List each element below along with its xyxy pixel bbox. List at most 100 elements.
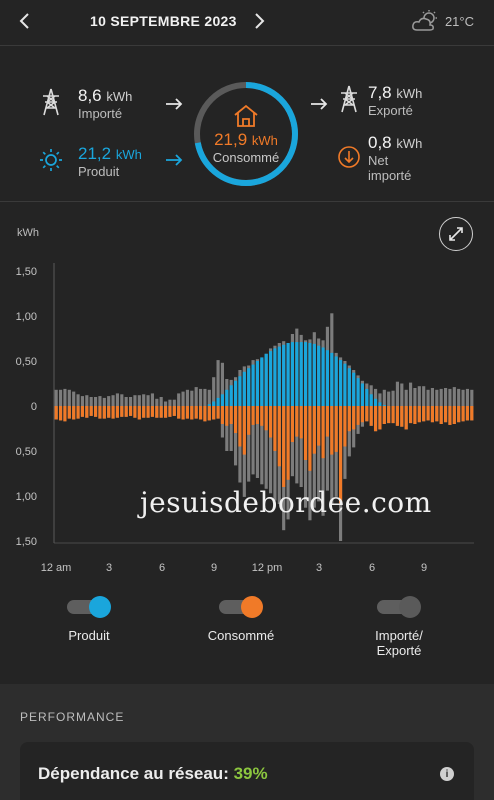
arrow-right-blue-icon bbox=[166, 154, 183, 166]
toggle-consomme[interactable]: Consommé bbox=[181, 596, 301, 643]
bar-grid-up bbox=[395, 381, 400, 406]
toggle-switch[interactable] bbox=[67, 596, 111, 618]
toggle-produit[interactable]: Produit bbox=[29, 596, 149, 643]
bar-grid-up bbox=[430, 388, 435, 406]
bar-consumed bbox=[317, 406, 321, 446]
toggle-label: Produit bbox=[68, 628, 110, 643]
bar-produced bbox=[247, 368, 251, 406]
bar-grid-up bbox=[443, 388, 448, 406]
bar-consumed bbox=[308, 406, 312, 471]
bar-consumed bbox=[286, 406, 290, 480]
date-label: 10 SEPTEMBRE 2023 bbox=[90, 13, 237, 29]
bar-grid-up bbox=[387, 391, 391, 406]
bar-grid-up bbox=[155, 398, 159, 406]
bar-grid-up bbox=[54, 389, 58, 406]
toggle-switch[interactable] bbox=[377, 596, 421, 618]
x-tick-label: 3 bbox=[106, 562, 112, 574]
bar-consumed bbox=[128, 406, 133, 416]
consumed-label: Consommé bbox=[212, 149, 280, 165]
bar-produced bbox=[207, 404, 211, 406]
bar-grid-down bbox=[233, 406, 238, 466]
bar-produced bbox=[260, 357, 264, 406]
net-imported-label-line2: importé bbox=[368, 168, 412, 183]
bar-grid-up bbox=[89, 397, 93, 406]
exported-stat[interactable]: 7,8 kWh Exporté bbox=[334, 84, 422, 118]
bar-consumed bbox=[268, 406, 273, 438]
bar-grid-up bbox=[163, 401, 168, 406]
bar-consumed bbox=[251, 406, 255, 425]
imported-unit: kWh bbox=[106, 89, 133, 104]
next-day-button[interactable] bbox=[246, 8, 272, 34]
temperature: 21°C bbox=[444, 13, 474, 29]
net-imported-label-line1: Net bbox=[368, 153, 389, 168]
bar-grid-up bbox=[422, 386, 426, 406]
bar-consumed bbox=[387, 406, 391, 424]
bar-grid-up bbox=[417, 386, 421, 406]
consumed-stat[interactable]: 21,9 kWh Consommé bbox=[192, 80, 300, 188]
bar-grid-up bbox=[98, 396, 102, 406]
bar-consumed bbox=[172, 406, 176, 416]
bar-grid-up bbox=[203, 388, 207, 406]
toggle-importe-exporte[interactable]: Importé/ Exporté bbox=[339, 596, 459, 658]
bar-grid-up bbox=[382, 389, 386, 406]
grid-dependence-card[interactable]: Dépendance au réseau: 39% i bbox=[20, 742, 474, 800]
bar-consumed bbox=[163, 406, 168, 418]
bar-consumed bbox=[203, 406, 207, 422]
bar-grid-up bbox=[172, 399, 176, 406]
bar-consumed bbox=[185, 406, 190, 419]
ring-progress-arc bbox=[194, 82, 298, 186]
bar-consumed bbox=[277, 406, 281, 467]
bar-grid-up bbox=[185, 389, 190, 406]
bar-grid-up bbox=[124, 397, 128, 406]
bar-grid-up bbox=[137, 395, 141, 406]
expand-chart-button[interactable] bbox=[439, 217, 473, 251]
produced-stat[interactable]: 21,2 kWh Produit bbox=[36, 145, 142, 179]
bar-consumed bbox=[216, 406, 220, 419]
exported-value: 7,8 bbox=[368, 83, 392, 102]
bar-produced bbox=[225, 389, 229, 406]
bar-consumed bbox=[290, 406, 295, 442]
bar-produced bbox=[325, 350, 330, 406]
bar-consumed bbox=[457, 406, 461, 423]
x-tick-label: 9 bbox=[211, 562, 217, 574]
bar-grid-up bbox=[190, 390, 194, 406]
bar-produced bbox=[360, 383, 365, 406]
energy-bar-chart[interactable]: 1,50 1,00 0,50 0 0,50 1,00 1,50 12 am 3 6 9 12 pm 3… bbox=[0, 203, 494, 593]
bar-consumed bbox=[255, 406, 260, 424]
y-tick-label: 0,50 bbox=[16, 356, 37, 368]
bar-consumed bbox=[247, 406, 251, 435]
imported-stat[interactable]: 8,6 kWh Importé bbox=[36, 87, 132, 121]
bar-consumed bbox=[461, 406, 465, 422]
previous-day-button[interactable] bbox=[12, 8, 38, 34]
imported-label: Importé bbox=[78, 106, 123, 121]
bar-grid-up bbox=[198, 388, 203, 406]
power-pylon-icon bbox=[36, 87, 66, 117]
consumption-ring bbox=[194, 82, 298, 186]
bar-consumed bbox=[408, 406, 413, 424]
y-tick-label: 1,50 bbox=[16, 266, 37, 278]
toggle-switch[interactable] bbox=[219, 596, 263, 618]
bar-consumed bbox=[448, 406, 452, 425]
bar-consumed bbox=[422, 406, 426, 422]
bar-grid-up bbox=[128, 397, 133, 406]
energy-chart-panel: kWh 1,50 1,00 0,50 0 0,50 1,00 1,50 12 am 3 6 9 12… bbox=[0, 203, 494, 683]
bar-consumed bbox=[356, 406, 360, 425]
bar-produced bbox=[282, 344, 286, 406]
sun-icon bbox=[36, 145, 66, 175]
info-icon[interactable]: i bbox=[440, 767, 454, 781]
bar-grid-up bbox=[470, 389, 474, 406]
bar-produced bbox=[365, 388, 369, 406]
bar-grid-up bbox=[426, 389, 430, 406]
imported-value: 8,6 bbox=[78, 86, 102, 105]
bar-grid-up bbox=[115, 393, 120, 406]
bar-grid-up bbox=[150, 393, 155, 406]
bar-grid-up bbox=[212, 377, 216, 406]
bar-grid-up bbox=[168, 399, 172, 406]
bar-grid-up bbox=[404, 389, 408, 406]
energy-summary: 8,6 kWh Importé 21,2 kWh Produit 21,9 kW… bbox=[0, 47, 494, 202]
bar-grid-up bbox=[435, 389, 439, 406]
x-tick-label: 6 bbox=[159, 562, 165, 574]
net-imported-stat[interactable]: 0,8 kWh Net importé bbox=[334, 134, 422, 183]
bar-grid-up bbox=[378, 393, 382, 406]
bar-consumed bbox=[93, 406, 98, 417]
